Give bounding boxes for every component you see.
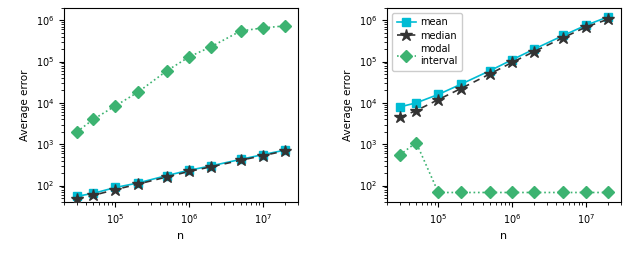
- modal
interval: [259, 26, 267, 30]
- median: [111, 188, 119, 191]
- Y-axis label: Average error: Average error: [343, 69, 353, 141]
- modal
interval: [111, 104, 119, 107]
- mean: [163, 174, 171, 177]
- mean: [281, 149, 289, 152]
- Line: mean: mean: [73, 146, 289, 200]
- Line: mean: mean: [396, 13, 612, 111]
- median: [259, 154, 267, 157]
- modal
interval: [237, 29, 244, 32]
- modal
interval: [163, 69, 171, 72]
- modal
interval: [281, 24, 289, 27]
- Line: modal
interval: modal interval: [396, 138, 612, 197]
- mean: [111, 186, 119, 189]
- modal
interval: [582, 191, 589, 194]
- modal
interval: [604, 191, 612, 194]
- median: [281, 149, 289, 153]
- mean: [396, 105, 404, 109]
- median: [531, 50, 538, 53]
- mean: [435, 93, 442, 96]
- median: [134, 183, 141, 186]
- median: [412, 109, 420, 112]
- modal
interval: [531, 191, 538, 194]
- median: [207, 165, 215, 168]
- median: [508, 61, 516, 64]
- modal
interval: [90, 118, 97, 121]
- median: [73, 197, 81, 200]
- mean: [134, 182, 141, 185]
- median: [435, 98, 442, 101]
- mean: [259, 153, 267, 156]
- X-axis label: n: n: [177, 231, 184, 241]
- median: [604, 18, 612, 21]
- Legend: mean, median, modal
interval: mean, median, modal interval: [392, 13, 462, 71]
- modal
interval: [73, 130, 81, 133]
- mean: [73, 195, 81, 198]
- Y-axis label: Average error: Average error: [20, 69, 30, 141]
- modal
interval: [508, 191, 516, 194]
- modal
interval: [559, 191, 567, 194]
- median: [237, 159, 244, 162]
- median: [163, 175, 171, 178]
- Line: modal
interval: modal interval: [73, 22, 289, 136]
- median: [396, 116, 404, 119]
- median: [457, 87, 465, 90]
- median: [486, 73, 493, 76]
- mean: [559, 34, 567, 37]
- modal
interval: [134, 91, 141, 94]
- mean: [508, 58, 516, 61]
- mean: [604, 15, 612, 18]
- modal
interval: [186, 55, 193, 58]
- mean: [457, 83, 465, 86]
- modal
interval: [486, 191, 493, 194]
- modal
interval: [435, 191, 442, 194]
- mean: [582, 24, 589, 27]
- modal
interval: [207, 45, 215, 48]
- modal
interval: [412, 141, 420, 144]
- median: [559, 36, 567, 39]
- median: [90, 194, 97, 197]
- mean: [90, 192, 97, 195]
- median: [582, 26, 589, 29]
- mean: [207, 164, 215, 167]
- mean: [486, 69, 493, 72]
- mean: [412, 101, 420, 104]
- Line: median: median: [71, 145, 291, 205]
- modal
interval: [457, 191, 465, 194]
- Line: median: median: [394, 13, 614, 124]
- mean: [237, 158, 244, 161]
- mean: [531, 48, 538, 51]
- X-axis label: n: n: [500, 231, 508, 241]
- modal
interval: [396, 153, 404, 156]
- mean: [186, 169, 193, 172]
- median: [186, 170, 193, 173]
